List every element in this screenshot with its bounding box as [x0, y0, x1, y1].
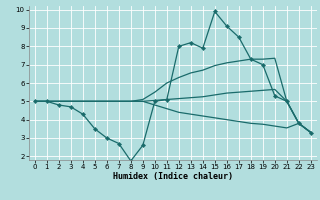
- X-axis label: Humidex (Indice chaleur): Humidex (Indice chaleur): [113, 172, 233, 181]
